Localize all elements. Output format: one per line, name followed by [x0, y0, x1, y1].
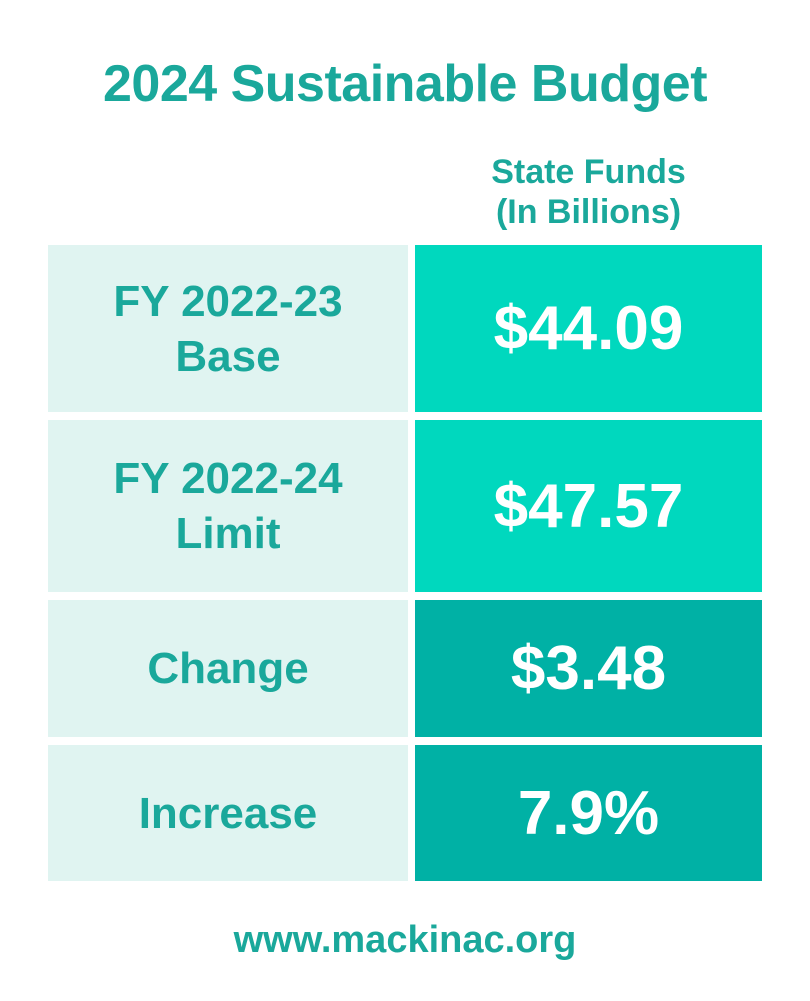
row-value-text: $47.57: [493, 471, 684, 541]
row-label-increase: Increase: [48, 745, 408, 881]
page-title: 2024 Sustainable Budget: [102, 55, 708, 113]
row-label-change: Change: [48, 600, 408, 737]
row-value-text: $3.48: [510, 634, 667, 703]
row-value-fy-2022-23-base: $44.09: [415, 245, 762, 412]
row-value-text: 7.9%: [517, 778, 660, 848]
row-label-line: Limit: [175, 509, 281, 558]
table-row: Increase 7.9%: [48, 745, 762, 881]
website-url: www.mackinac.org: [233, 919, 577, 961]
row-label-line: Base: [175, 331, 281, 381]
table-row: Change $3.48: [48, 600, 762, 737]
row-label-line: FY 2022-24: [113, 454, 343, 503]
row-value-text: $44.09: [493, 294, 684, 363]
budget-table: FY 2022-23 Base $44.09 FY 2022-24 Limit …: [48, 245, 762, 889]
row-value-change: $3.48: [415, 600, 762, 737]
row-label-fy-2022-24-limit: FY 2022-24 Limit: [48, 420, 408, 592]
row-label-fy-2022-23-base: FY 2022-23 Base: [48, 245, 408, 412]
row-label-line: Change: [147, 644, 309, 693]
column-header-line2: (In Billions): [495, 193, 682, 231]
row-label-line: Increase: [138, 788, 318, 838]
table-row: FY 2022-24 Limit $47.57: [48, 420, 762, 592]
row-label-line: FY 2022-23: [113, 276, 343, 326]
column-header-line1: State Funds: [491, 153, 686, 191]
column-header: State Funds (In Billions): [415, 152, 762, 232]
row-value-fy-2022-24-limit: $47.57: [415, 420, 762, 592]
row-value-increase: 7.9%: [415, 745, 762, 881]
table-row: FY 2022-23 Base $44.09: [48, 245, 762, 412]
